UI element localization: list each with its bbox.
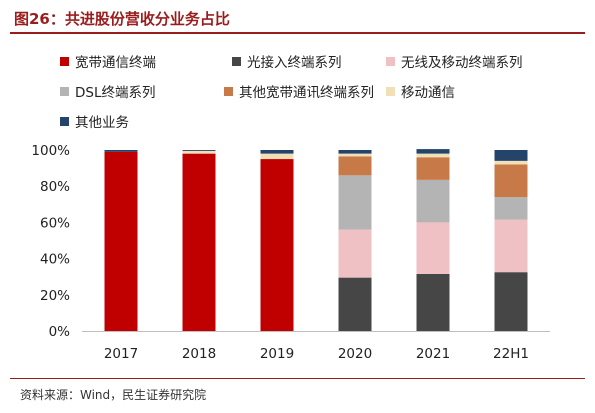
legend-item-other-broadband: 其他宽带通讯终端系列	[224, 82, 374, 101]
legend-swatch	[232, 56, 241, 66]
bar-segment	[260, 150, 294, 154]
legend-item-other: 其他业务	[60, 112, 129, 131]
bar-segment	[416, 179, 450, 223]
legend-item-dsl: DSL终端系列	[60, 82, 156, 101]
bar-segment	[494, 219, 528, 273]
bar-segment	[104, 151, 138, 331]
y-tick-label: 40%	[40, 252, 70, 268]
bar-segment	[182, 153, 216, 331]
legend-item-wireless: 无线及移动终端系列	[386, 52, 523, 71]
footer-rule	[10, 378, 585, 379]
bar-segment	[338, 156, 372, 176]
bar-segment	[182, 150, 216, 151]
legend-item-broadband: 宽带通信终端	[60, 52, 156, 71]
legend-item-optical: 光接入终端系列	[232, 52, 342, 71]
x-tick-label: 2018	[182, 346, 216, 362]
legend-swatch	[60, 116, 69, 126]
legend-swatch	[60, 56, 69, 66]
legend-swatch	[386, 86, 395, 96]
legend-label: 光接入终端系列	[247, 55, 342, 71]
y-tick-label: 100%	[31, 143, 70, 159]
legend-label: 无线及移动终端系列	[401, 55, 523, 71]
legend-label: 宽带通信终端	[75, 55, 156, 71]
bar-segment	[182, 150, 216, 154]
y-tick-label: 0%	[49, 324, 71, 340]
legend-label: 其他业务	[75, 115, 129, 131]
bar-segment	[338, 150, 372, 154]
bar-segment	[416, 157, 450, 180]
bar-segment	[338, 229, 372, 278]
bar-segment	[338, 277, 372, 331]
bar-segment	[494, 164, 528, 198]
bar-segment	[416, 222, 450, 274]
x-tick-label: 2021	[416, 346, 450, 362]
figure-title: 图26：共进股份营收分业务占比	[14, 10, 230, 28]
bar-segment	[416, 153, 450, 158]
bar-segment	[104, 150, 138, 152]
y-tick-label: 60%	[40, 215, 70, 231]
bar-segment	[338, 153, 372, 157]
bar-segment	[338, 175, 372, 230]
x-tick-label: 2017	[104, 346, 138, 362]
legend-label: 其他宽带通讯终端系列	[239, 85, 374, 101]
bar-segment	[494, 272, 528, 331]
legend-label: DSL终端系列	[75, 85, 156, 101]
bar-segment	[416, 149, 450, 154]
bar-segment	[494, 197, 528, 220]
bar-segment	[260, 153, 294, 160]
title-rule	[10, 32, 585, 34]
legend-label: 移动通信	[401, 85, 455, 101]
legend-swatch	[60, 86, 69, 96]
bar-segment	[494, 150, 528, 161]
y-tick-label: 20%	[40, 288, 70, 304]
legend-swatch	[386, 56, 395, 66]
bar-segment	[260, 159, 294, 331]
x-tick-label: 22H1	[493, 346, 529, 362]
legend-item-mobile: 移动通信	[386, 82, 455, 101]
x-tick-label: 2019	[260, 346, 294, 362]
legend-swatch	[224, 86, 233, 96]
x-tick-label: 2020	[338, 346, 372, 362]
source-note: 资料来源：Wind，民生证券研究院	[20, 388, 207, 402]
bar-segment	[416, 273, 450, 331]
bar-segment	[494, 160, 528, 165]
y-tick-label: 80%	[40, 179, 70, 195]
